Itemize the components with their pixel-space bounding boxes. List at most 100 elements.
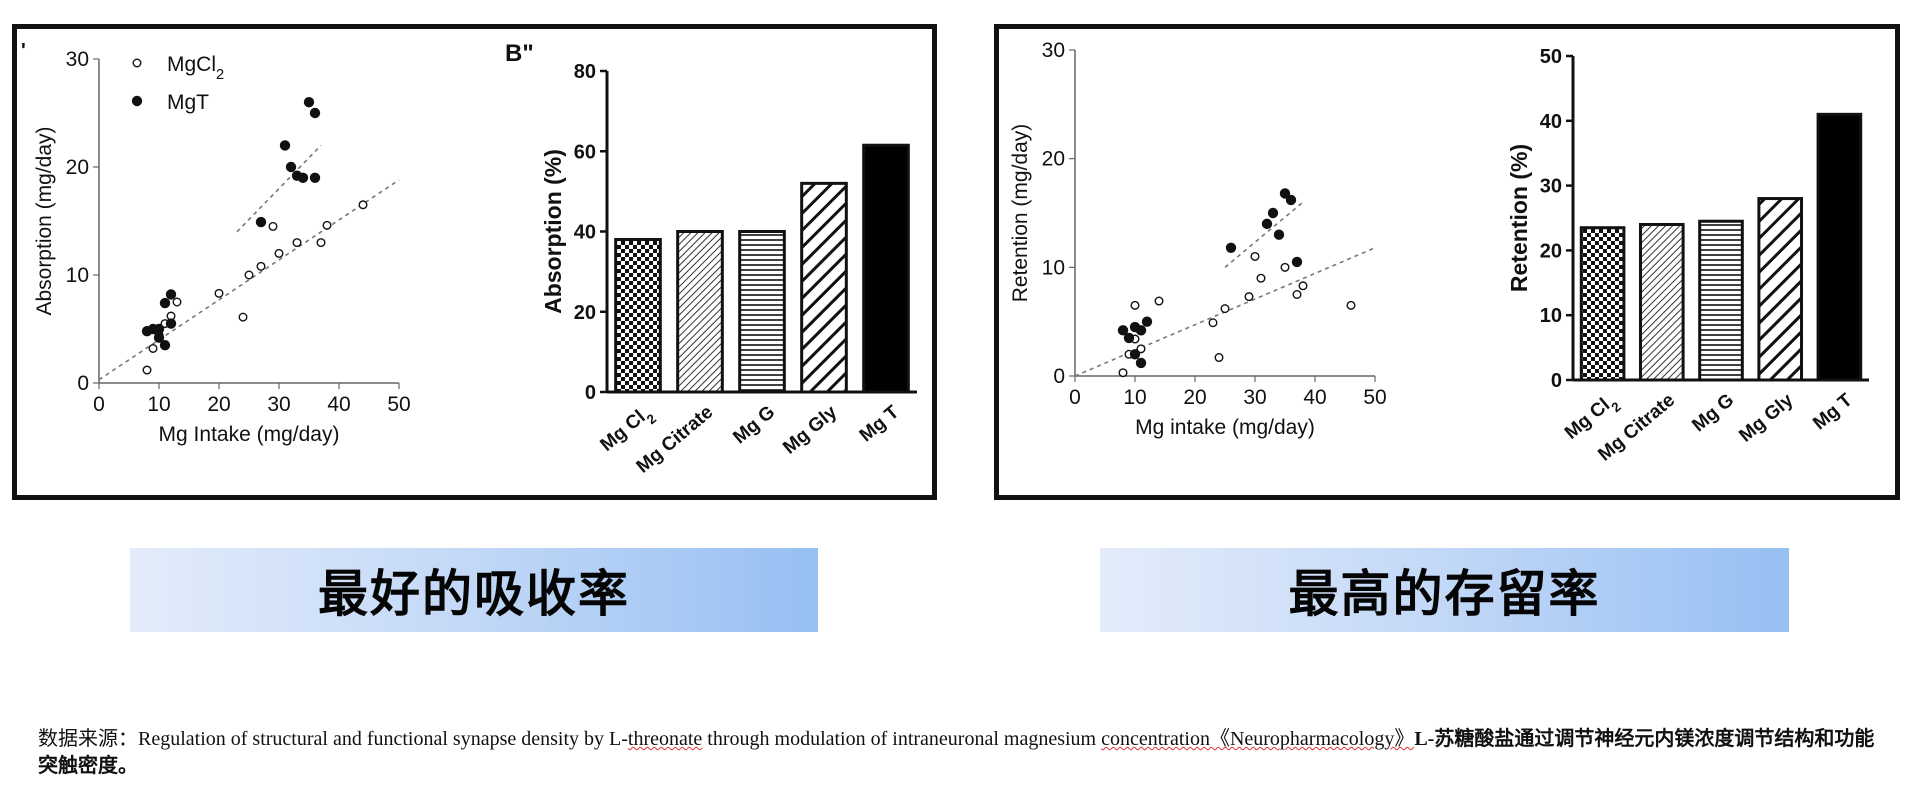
y-tick-label: 0	[1053, 365, 1065, 388]
y-tick-label: 40	[1540, 111, 1562, 133]
source-word-concentration: concentration《Neuropharmacology》	[1101, 728, 1415, 750]
data-point-mgt	[1129, 349, 1141, 360]
data-source-note: 数据来源：Regulation of structural and functi…	[38, 726, 1888, 780]
data-point-mgt	[159, 340, 171, 351]
data-point-mgcl2	[1136, 344, 1146, 354]
x-tick-label: 20	[207, 393, 230, 416]
scatter-legend: MgCl2 MgT	[131, 53, 224, 114]
source-middle: through modulation of intraneuronal magn…	[702, 728, 1102, 750]
data-point-mgt	[1285, 194, 1297, 206]
panel-label-left: '	[21, 40, 26, 62]
y-tick-label: 20	[1540, 240, 1562, 262]
data-point-mgt	[285, 161, 297, 173]
y-tick-label: 10	[66, 264, 89, 287]
data-point-mgt	[165, 318, 177, 329]
data-point-mgcl2	[316, 238, 326, 248]
data-point-mgt	[159, 297, 171, 309]
data-point-mgcl2	[1298, 281, 1308, 291]
data-point-mgt	[279, 140, 291, 151]
data-point-mgt	[1225, 242, 1237, 253]
x-tick-label: 20	[1183, 386, 1206, 409]
data-point-mgt	[255, 216, 267, 228]
y-axis-title: Retention (%)	[1506, 144, 1532, 292]
data-point-mgt	[1267, 207, 1279, 219]
x-tick-label: 40	[327, 393, 350, 416]
x-axis-title: Mg Intake (mg/day)	[159, 423, 340, 446]
panel-label-b: B"	[505, 40, 534, 67]
data-point-mgt	[153, 332, 165, 343]
x-tick-label: 30	[267, 393, 290, 416]
data-point-mgt	[1123, 332, 1135, 344]
x-tick-label: 40	[1303, 386, 1326, 409]
data-point-mgt	[1273, 229, 1285, 240]
source-prefix: 数据来源：Regulation of structural and functi…	[38, 728, 628, 750]
category-label: Mg Gly	[1735, 389, 1797, 446]
x-tick-label: 30	[1243, 386, 1266, 409]
x-tick-label: 0	[1069, 386, 1081, 409]
banner-best-absorption: 最好的吸收率	[130, 548, 818, 632]
legend-label-mgcl2: MgCl2	[167, 53, 224, 83]
x-tick-label: 50	[387, 393, 410, 416]
data-point-mgcl2	[322, 220, 332, 230]
source-suffix: L-苏糖酸盐通过调节神经元内镁浓度调节结构和功能突触密度。	[38, 728, 1875, 777]
bar	[862, 143, 910, 394]
y-tick-label: 50	[1540, 46, 1562, 68]
left-figure-panel: 0 10 20 30 40 50 0 10 20 30 Mg Intake (mg/day) Abso…	[12, 24, 937, 500]
data-point-mgcl2	[238, 312, 248, 322]
data-point-mgcl2	[274, 248, 284, 258]
data-point-mgcl2	[1154, 296, 1164, 306]
category-label: Mg T	[1809, 389, 1857, 434]
data-point-mgt	[153, 323, 165, 335]
data-point-mgcl2	[1250, 251, 1260, 261]
data-point-mgcl2	[256, 261, 266, 271]
data-point-mgcl2	[358, 200, 368, 210]
bar	[1816, 112, 1863, 382]
banner-right-text: 最高的存留率	[1288, 565, 1601, 623]
x-tick-label: 10	[147, 393, 170, 416]
y-tick-label: 0	[77, 372, 89, 395]
category-label: Mg Gly	[779, 401, 841, 458]
data-point-mgt	[1279, 188, 1291, 199]
y-tick-label: 30	[1540, 176, 1562, 198]
data-point-mgcl2	[1346, 300, 1356, 310]
y-tick-label: 10	[1540, 305, 1562, 327]
y-tick-label: 30	[66, 48, 89, 71]
y-axis-title: Absorption (mg/day)	[33, 126, 56, 315]
data-point-mgcl2	[1208, 318, 1218, 328]
data-point-mgcl2	[1220, 304, 1230, 314]
data-point-mgt	[309, 172, 321, 184]
bar	[1638, 222, 1685, 382]
data-point-mgt	[303, 96, 315, 108]
right-figure-svg: 0 10 20 30 40 50 0 10 20 30 Mg intake (mg/day) Rete…	[1009, 39, 1869, 466]
data-point-mgt	[1141, 316, 1153, 327]
category-label: Mg G	[729, 402, 779, 449]
y-tick-label: 20	[1042, 148, 1065, 171]
bar	[676, 230, 724, 394]
data-point-mgt	[1135, 325, 1147, 336]
data-point-mgt	[1117, 325, 1129, 336]
data-point-mgcl2	[244, 270, 254, 280]
fit-line	[236, 144, 322, 233]
source-word-threonate: threonate	[627, 728, 703, 750]
y-tick-label: 80	[574, 61, 596, 83]
category-label: Mg G	[1688, 390, 1738, 437]
data-point-mgt	[1291, 256, 1303, 268]
scatter-plot-left: 0 10 20 30 40 50 0 10 20 30 Mg Intake (mg/day) Abso…	[33, 48, 411, 446]
data-point-mgt	[1135, 357, 1147, 369]
legend-marker-mgcl2	[132, 58, 142, 68]
bar	[1698, 219, 1744, 382]
fit-line	[98, 179, 400, 381]
category-label: Mg Citrate	[1594, 390, 1679, 466]
data-point-mgt	[309, 107, 321, 119]
data-point-mgt	[297, 172, 309, 184]
right-figure-panel: 0 10 20 30 40 50 0 10 20 30 Mg intake (mg/day) Rete…	[994, 24, 1900, 500]
data-point-mgcl2	[1214, 353, 1224, 363]
data-point-mgcl2	[172, 297, 182, 307]
bar	[614, 238, 662, 394]
y-axis-title: Retention (mg/day)	[1009, 124, 1032, 303]
data-point-mgcl2	[1244, 292, 1254, 302]
x-tick-label: 50	[1363, 386, 1386, 409]
bar	[800, 181, 848, 394]
x-tick-label: 10	[1123, 386, 1146, 409]
